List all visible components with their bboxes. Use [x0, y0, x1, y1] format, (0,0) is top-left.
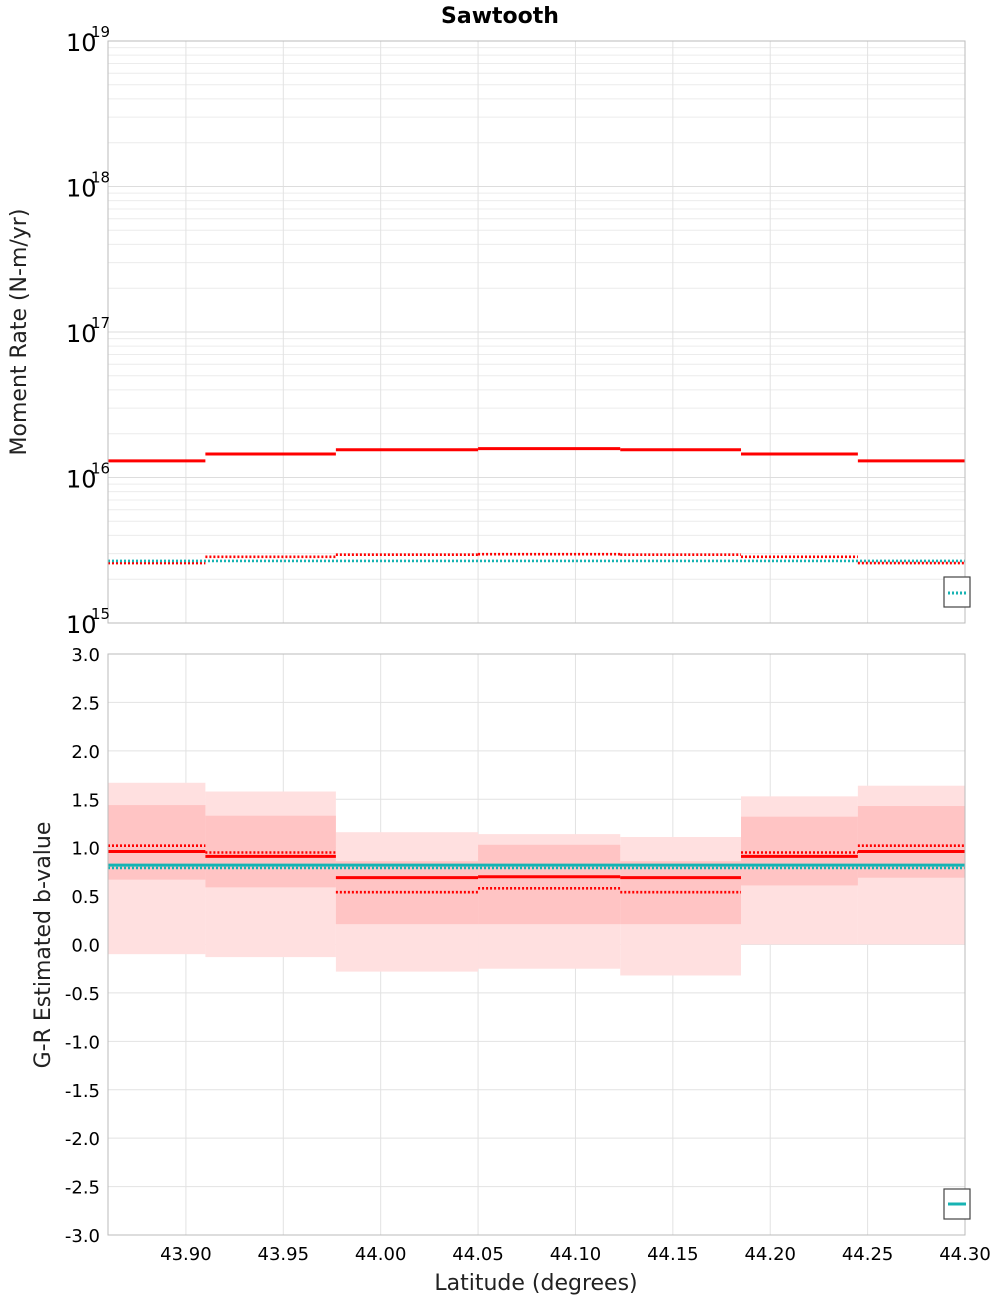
top-y-tick-base: 10: [66, 466, 97, 494]
x-tick-label: 44.20: [744, 1244, 796, 1265]
bottom-y-tick-label: 0.0: [71, 936, 100, 957]
top-y-tick-exponent: 17: [91, 314, 110, 332]
b-value-panel: 3.0 2.5 2.0 1.5 1.0 0.5 0.0 -0.5 -1.0 -1.5 -2.0 -2.…: [31, 645, 991, 1296]
bottom-y-axis-label: G-R Estimated b-value: [31, 822, 56, 1069]
top-y-tick-exponent: 18: [91, 169, 110, 187]
bottom-legend[interactable]: [943, 1188, 971, 1220]
bottom-plot-frame: [107, 653, 966, 1236]
x-tick-label: 44.25: [842, 1244, 894, 1265]
bottom-y-tick-label: -0.5: [65, 984, 100, 1005]
bottom-y-tick-label: -1.0: [65, 1032, 100, 1053]
x-tick-label: 44.05: [452, 1244, 504, 1265]
bottom-y-tick-label: -2.5: [65, 1178, 100, 1199]
top-legend[interactable]: [943, 576, 971, 608]
top-plot-frame: [107, 40, 966, 624]
bottom-y-tick-label: -1.5: [65, 1081, 100, 1102]
bottom-y-tick-label: 1.0: [71, 839, 100, 860]
bottom-y-tick-label: 3.0: [71, 645, 100, 666]
x-tick-label: 43.95: [258, 1244, 310, 1265]
bottom-y-ticks: 3.0 2.5 2.0 1.5 1.0 0.5 0.0 -0.5 -1.0 -1.5 -2.0 -2.…: [65, 645, 100, 1247]
bottom-series-group: [108, 844, 965, 894]
x-tick-label: 44.10: [550, 1244, 602, 1265]
x-axis-label: Latitude (degrees): [434, 1271, 637, 1296]
top-series-group: [108, 447, 965, 565]
chart-title: Sawtooth: [441, 4, 559, 29]
bottom-y-tick-label: -2.0: [65, 1129, 100, 1150]
bottom-y-tick-label: 2.0: [71, 742, 100, 763]
bottom-y-tick-label: 2.5: [71, 693, 100, 714]
top-y-tick-exponent: 15: [91, 605, 110, 623]
top-y-tick-base: 10: [66, 611, 97, 639]
top-y-tick-exponent: 16: [91, 460, 110, 478]
top-y-tick-base: 10: [66, 29, 97, 57]
bottom-y-tick-label: 1.5: [71, 790, 100, 811]
x-tick-label: 44.30: [939, 1244, 991, 1265]
uncertainty-band-rect: [335, 861, 479, 925]
top-y-tick-base: 10: [66, 320, 97, 348]
x-ticks: 43.90 43.95 44.00 44.05 44.10 44.15 44.20 44.25…: [160, 1244, 991, 1265]
top-y-tick-exponent: 19: [91, 23, 110, 41]
bottom-y-tick-label: -3.0: [65, 1226, 100, 1247]
uncertainty-band-rect: [741, 816, 858, 886]
x-tick-label: 44.00: [355, 1244, 407, 1265]
top-y-axis-label: Moment Rate (N-m/yr): [7, 209, 32, 456]
x-tick-label: 44.15: [647, 1244, 699, 1265]
uncertainty-band-rect: [478, 844, 621, 925]
top-y-tick-base: 10: [66, 175, 97, 203]
bottom-y-tick-label: 0.5: [71, 887, 100, 908]
x-tick-label: 43.90: [160, 1244, 212, 1265]
top-minor-grid: [108, 47, 965, 580]
